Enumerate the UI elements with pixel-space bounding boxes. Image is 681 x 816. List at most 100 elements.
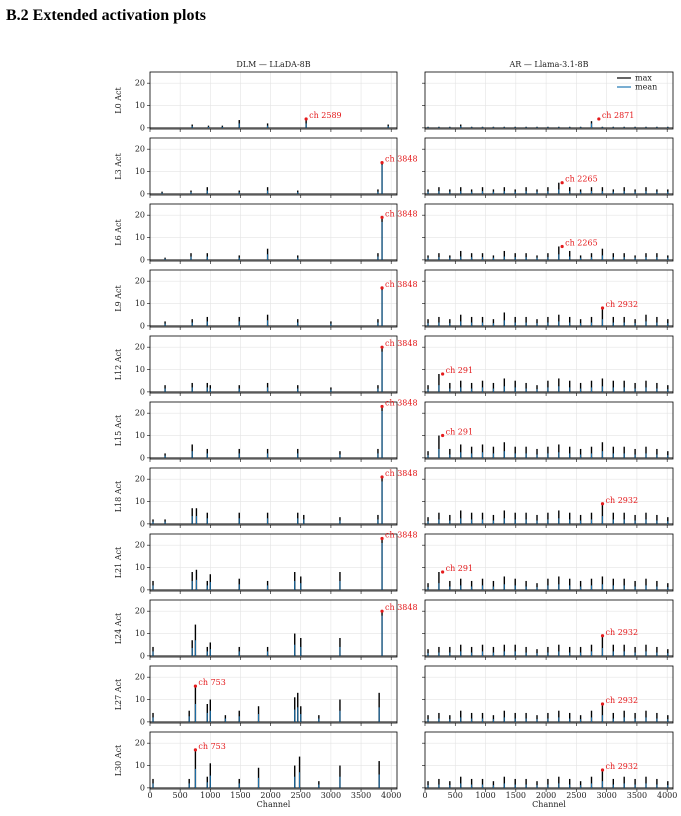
plot-frame	[149, 533, 398, 592]
panel-title: AR — Llama-3.1-8B	[509, 60, 589, 69]
y-axis-label: L0 Act	[114, 87, 123, 114]
y-axis-label: L15 Act	[114, 414, 123, 446]
y-tick-label: 0	[140, 651, 145, 660]
peak-marker	[380, 286, 384, 290]
peak-label: ch 2932	[606, 696, 639, 705]
plot-area	[425, 666, 673, 723]
y-tick-label: 20	[135, 475, 145, 484]
x-tick-label: 3000	[596, 791, 616, 800]
plot-frame	[424, 533, 674, 592]
plot-frame	[424, 467, 674, 526]
plot-frame	[424, 335, 674, 394]
peak-marker	[380, 475, 384, 479]
y-tick-label: 10	[135, 563, 145, 572]
section-heading: B.2 Extended activation plots	[6, 7, 206, 24]
x-tick-label: 500	[173, 791, 188, 800]
y-tick-label: 20	[135, 409, 145, 418]
y-tick-label: 10	[135, 233, 145, 242]
y-axis-label: L24 Act	[114, 612, 123, 644]
peak-marker	[380, 404, 384, 409]
peak-label: ch 3848	[385, 155, 418, 164]
plot-area	[150, 204, 397, 261]
y-tick-label: 20	[135, 607, 145, 616]
y-tick-label: 20	[135, 541, 145, 550]
plot-area	[425, 204, 673, 261]
peak-marker	[441, 372, 445, 376]
y-tick-label: 10	[135, 299, 145, 308]
y-tick-label: 0	[140, 189, 145, 198]
plot-area	[150, 270, 397, 327]
x-tick-label: 500	[448, 791, 463, 800]
x-tick-label: 3500	[627, 791, 647, 800]
peak-marker	[380, 160, 384, 165]
peak-marker	[600, 502, 605, 506]
peak-label: ch 3848	[385, 398, 418, 407]
peak-label: ch 291	[446, 428, 473, 437]
legend-label: max	[635, 74, 652, 83]
y-tick-label: 20	[135, 673, 145, 682]
plot-frame	[149, 665, 398, 724]
plot-frame	[149, 335, 398, 394]
x-tick-label: 2500	[566, 791, 586, 800]
plot-frame	[424, 731, 674, 790]
y-tick-label: 0	[140, 783, 145, 792]
x-tick-label: 1000	[200, 791, 220, 800]
x-tick-label: 0	[147, 791, 152, 800]
y-tick-label: 10	[135, 497, 145, 506]
y-tick-label: 10	[135, 761, 145, 770]
plot-frame	[149, 203, 398, 262]
peak-marker	[380, 345, 384, 349]
y-tick-label: 20	[135, 343, 145, 352]
plot-frame	[424, 137, 674, 196]
x-tick-label: 2000	[260, 791, 280, 800]
plot-frame	[149, 467, 398, 526]
plot-area	[150, 138, 397, 195]
plot-frame	[424, 269, 674, 328]
y-axis-label: L9 Act	[114, 285, 123, 312]
peak-label: ch 2265	[565, 238, 598, 247]
y-tick-label: 0	[140, 255, 145, 264]
y-tick-label: 0	[140, 519, 145, 528]
peak-marker	[560, 244, 564, 249]
plot-area	[150, 666, 397, 723]
y-axis-label: L21 Act	[114, 546, 123, 578]
y-tick-label: 10	[135, 431, 145, 440]
plot-area	[425, 600, 673, 657]
x-tick-label: 2500	[291, 791, 311, 800]
plot-area	[150, 732, 397, 789]
y-tick-label: 20	[135, 145, 145, 154]
y-tick-label: 10	[135, 365, 145, 374]
peak-marker	[380, 609, 384, 613]
y-axis-label: L6 Act	[114, 219, 123, 246]
plot-frame	[424, 401, 674, 460]
y-tick-label: 10	[135, 629, 145, 638]
x-tick-label: 1500	[230, 791, 250, 800]
x-tick-label: 4000	[657, 791, 677, 800]
peak-label: ch 753	[198, 742, 225, 751]
legend-label: mean	[635, 83, 657, 92]
x-tick-label: 1000	[475, 791, 495, 800]
plot-frame	[149, 137, 398, 196]
peak-label: ch 3848	[385, 603, 418, 612]
y-tick-label: 20	[135, 211, 145, 220]
peak-label: ch 2932	[606, 628, 639, 637]
y-axis-label: L27 Act	[114, 678, 123, 710]
peak-marker	[600, 702, 605, 706]
plot-frame	[149, 71, 398, 130]
peak-label: ch 3848	[385, 530, 418, 539]
peak-label: ch 2589	[309, 111, 342, 120]
x-tick-label: 1500	[506, 791, 526, 800]
y-tick-label: 10	[135, 167, 145, 176]
x-tick-label: 3000	[321, 791, 341, 800]
plot-area	[425, 534, 673, 591]
peak-label: ch 2265	[565, 175, 598, 184]
y-tick-label: 10	[135, 101, 145, 110]
plot-frame	[424, 599, 674, 658]
peak-marker	[380, 215, 384, 220]
plot-area	[150, 72, 397, 129]
plot-area	[425, 732, 673, 789]
x-tick-label: 4000	[381, 791, 401, 800]
plot-frame	[149, 401, 398, 460]
